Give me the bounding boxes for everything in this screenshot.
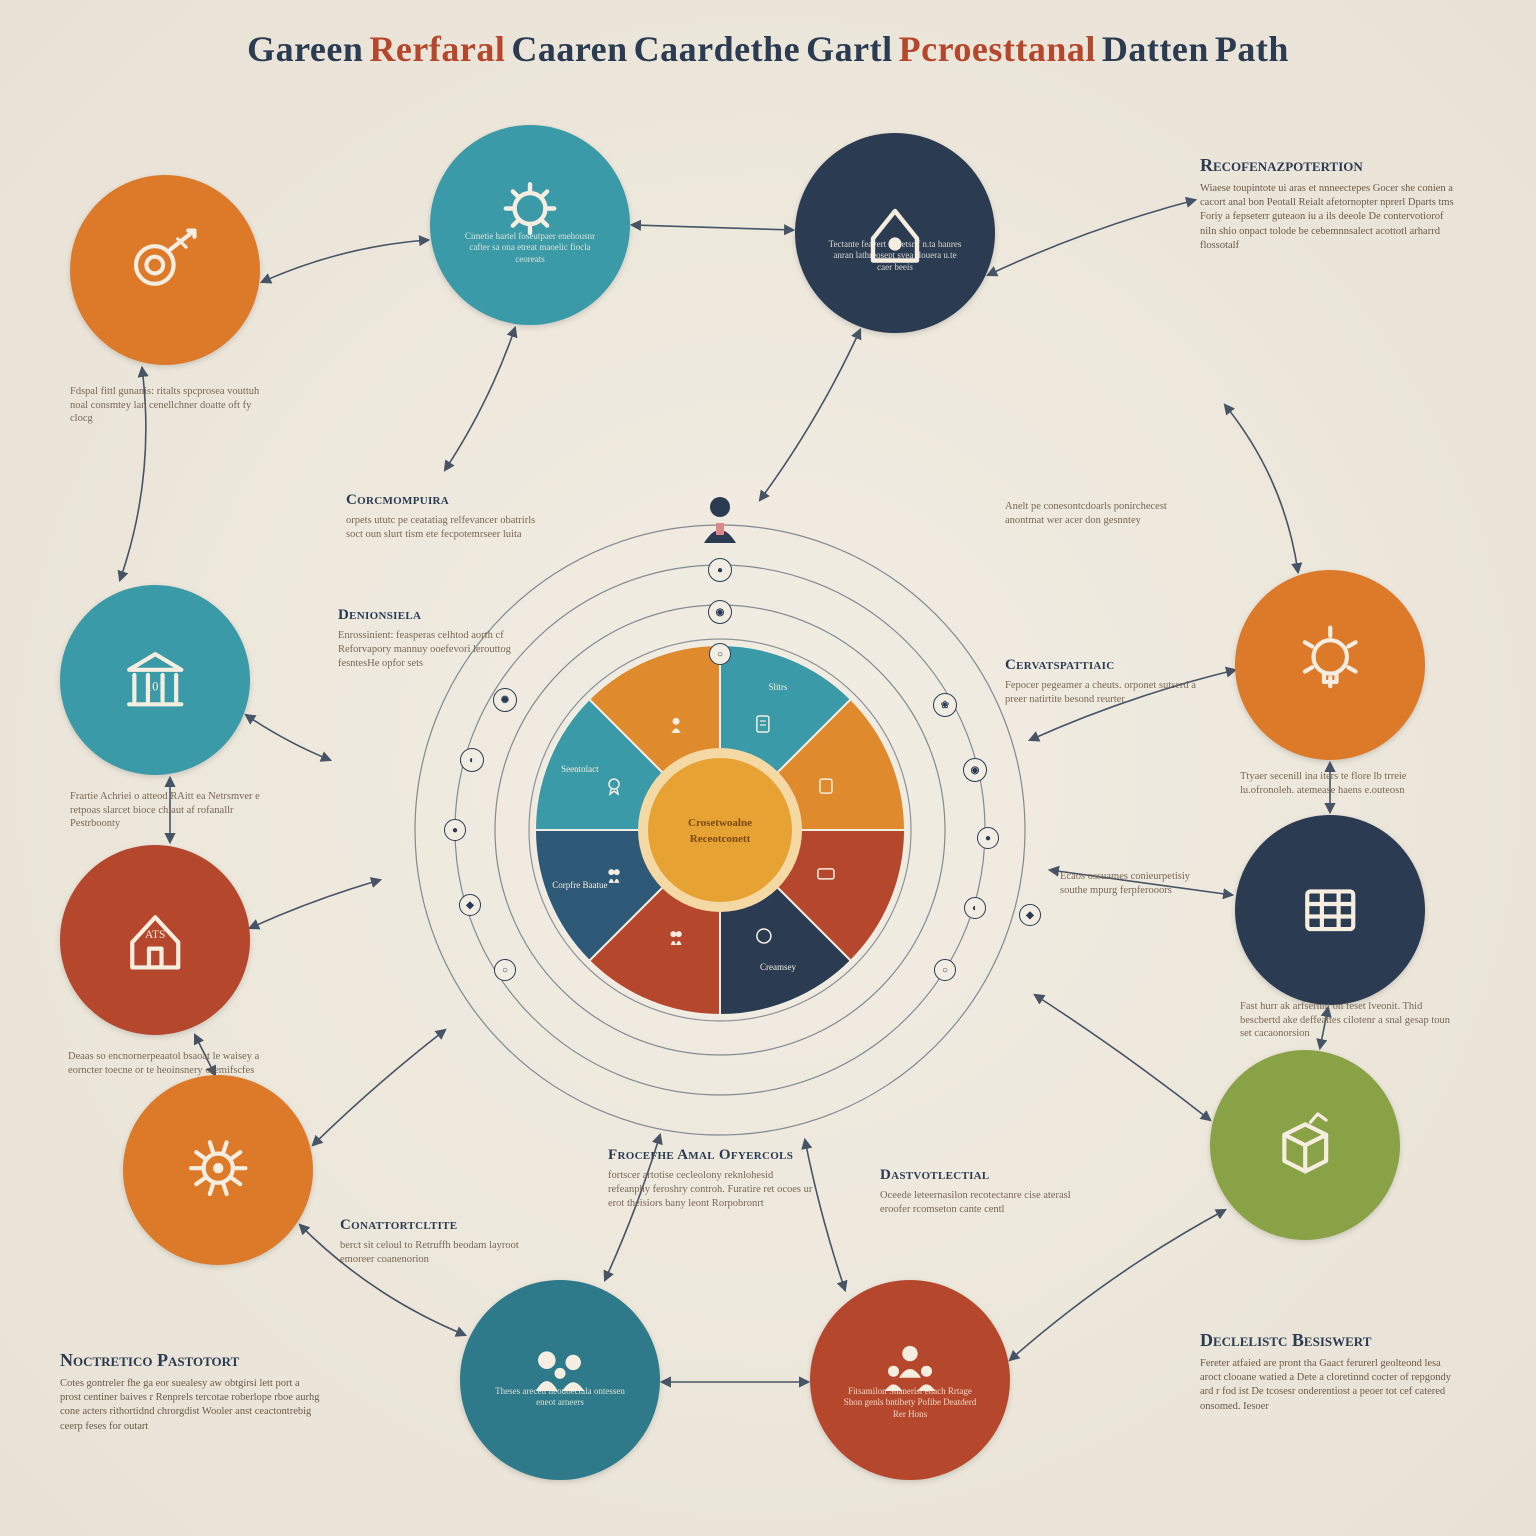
page-title: GareenRerfaralCaarenCaardetheGartlPcroes… <box>0 0 1536 70</box>
orbit-marker: ○ <box>709 643 731 665</box>
annotation-block: DenionsielaEnrossinient: feasperas celht… <box>338 605 538 670</box>
node-description: Fitsamilon Snanerist enach Rrtage Shon g… <box>840 1386 980 1420</box>
orbit-marker: ● <box>444 819 466 841</box>
annotation-block: Fdspal fittl gunanis: ritalts spcprosea … <box>70 385 275 426</box>
corner-annotation: Noctretico PastotortCotes gontreler fhe … <box>60 1350 320 1434</box>
annotation-block: Ttyaer secenill ina iters te flore lb tr… <box>1240 770 1455 797</box>
diagram-node <box>460 1280 660 1480</box>
diagram-node <box>1235 815 1425 1005</box>
orbit-marker: ● <box>977 827 999 849</box>
annotation-block: Ecaos ossuames conieurpetisiy southe mpu… <box>1060 870 1210 897</box>
orbit-marker: ◐ <box>460 748 484 772</box>
annotation-block: Frocefhe Amal Ofyercolsfortscer artotise… <box>608 1145 813 1210</box>
svg-text:ATS: ATS <box>145 929 165 941</box>
diagram-node: ATS <box>60 845 250 1035</box>
orbit-marker: ● <box>708 558 732 582</box>
diagram-node <box>70 175 260 365</box>
svg-text:Seentolact: Seentolact <box>561 764 599 774</box>
svg-text:Corpfre Baatue: Corpfre Baatue <box>552 880 607 890</box>
orbit-marker: ◆ <box>459 894 481 916</box>
orbit-marker: ◉ <box>708 600 732 624</box>
svg-text:Crosetwoalne: Crosetwoalne <box>688 817 752 829</box>
orbit-marker: ◆ <box>1019 904 1041 926</box>
orbit-marker: ✺ <box>493 688 517 712</box>
corner-annotation: RecofenazpotertionWiaese toupintote ui a… <box>1200 155 1460 253</box>
diagram-node <box>1235 570 1425 760</box>
annotation-block: Conattortcltiteberct sit celoul to Retru… <box>340 1215 520 1267</box>
diagram-node <box>123 1075 313 1265</box>
node-description: Cimetie hartel foseutpaer enehousnr caft… <box>460 231 600 265</box>
orbit-marker: ○ <box>934 959 956 981</box>
svg-text:101: 101 <box>146 679 165 693</box>
node-description: Theses arecett neoubectala ontessen eneo… <box>490 1386 630 1409</box>
svg-text:Creamsey: Creamsey <box>760 962 796 972</box>
diagram-node: 101 <box>60 585 250 775</box>
annotation-block: Frartie Achriei o atteod RAitt ea Netrsm… <box>70 790 275 831</box>
annotation-block: DastvotlectialOceede leteernasilon recot… <box>880 1165 1075 1217</box>
annotation-block: Fast hurr ak arfsernnt on feset lveonit.… <box>1240 1000 1455 1041</box>
diagram-node <box>430 125 630 325</box>
annotation-block: Anelt pe conesontcdoarls ponirchecest an… <box>1005 500 1190 527</box>
diagram-node <box>795 133 995 333</box>
orbit-marker: ◐ <box>964 897 986 919</box>
svg-text:Slitrs: Slitrs <box>769 682 789 692</box>
annotation-block: CervatspattiaicFepocer pegeamer a cheuts… <box>1005 655 1205 707</box>
annotation-block: Deaas so encnornerpeaatol bsaoat le wais… <box>68 1050 278 1077</box>
annotation-block: Corcmompuiraorpets ututc pe ceatatiag re… <box>346 490 536 542</box>
orbit-marker: ◉ <box>963 758 987 782</box>
diagram-node <box>1210 1050 1400 1240</box>
orbit-marker: ❀ <box>933 693 957 717</box>
orbit-marker: ○ <box>494 959 516 981</box>
node-description: Tectante feavert a cretsrif n.ta hanres … <box>825 239 965 273</box>
corner-annotation: Declelistc BesiswertFereter atfaied are … <box>1200 1330 1460 1414</box>
svg-text:Receotconett: Receotconett <box>690 833 751 845</box>
diagram-node <box>810 1280 1010 1480</box>
